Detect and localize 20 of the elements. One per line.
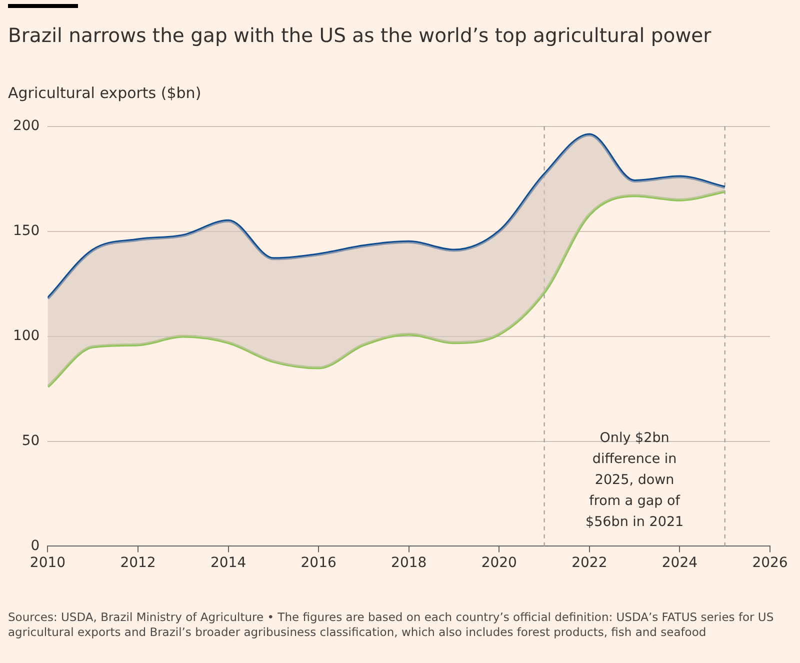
source-note: Sources: USDA, Brazil Ministry of Agriculture • The figures are based on each country’s official definition: USDA’s FATUS series for US agricultural exports and Brazil’s broader agribusiness classification, which also includes forest products, fish and seafood — [8, 610, 775, 640]
y-tick-label: 100 — [12, 328, 40, 344]
line-series — [48, 133, 726, 300]
y-tick-label: 150 — [12, 222, 40, 239]
x-tick-label: 2022 — [572, 555, 608, 572]
x-tick-label: 2026 — [752, 555, 788, 572]
line-series — [48, 190, 726, 388]
x-tick-label: 2024 — [662, 555, 698, 572]
y-axis-title: Agricultural exports ($bn) — [8, 84, 202, 102]
y-tick-label: 0 — [30, 538, 40, 554]
y-tick-label: 50 — [22, 432, 40, 449]
x-tick-label: 2010 — [30, 555, 66, 572]
x-tick-label: 2014 — [210, 555, 246, 572]
annotation: Only $2bn difference in 2025, down from a gap of $56bn in 2021 — [584, 429, 685, 532]
x-tick-label: 2020 — [481, 555, 517, 572]
chart-title: Brazil narrows the gap with the US as the world’s top agricultural power — [8, 24, 712, 47]
x-tick-label: 2018 — [391, 555, 427, 572]
x-tick-label: 2012 — [120, 555, 156, 572]
y-tick-label: 200 — [12, 118, 40, 134]
x-tick-label: 2016 — [300, 555, 336, 572]
